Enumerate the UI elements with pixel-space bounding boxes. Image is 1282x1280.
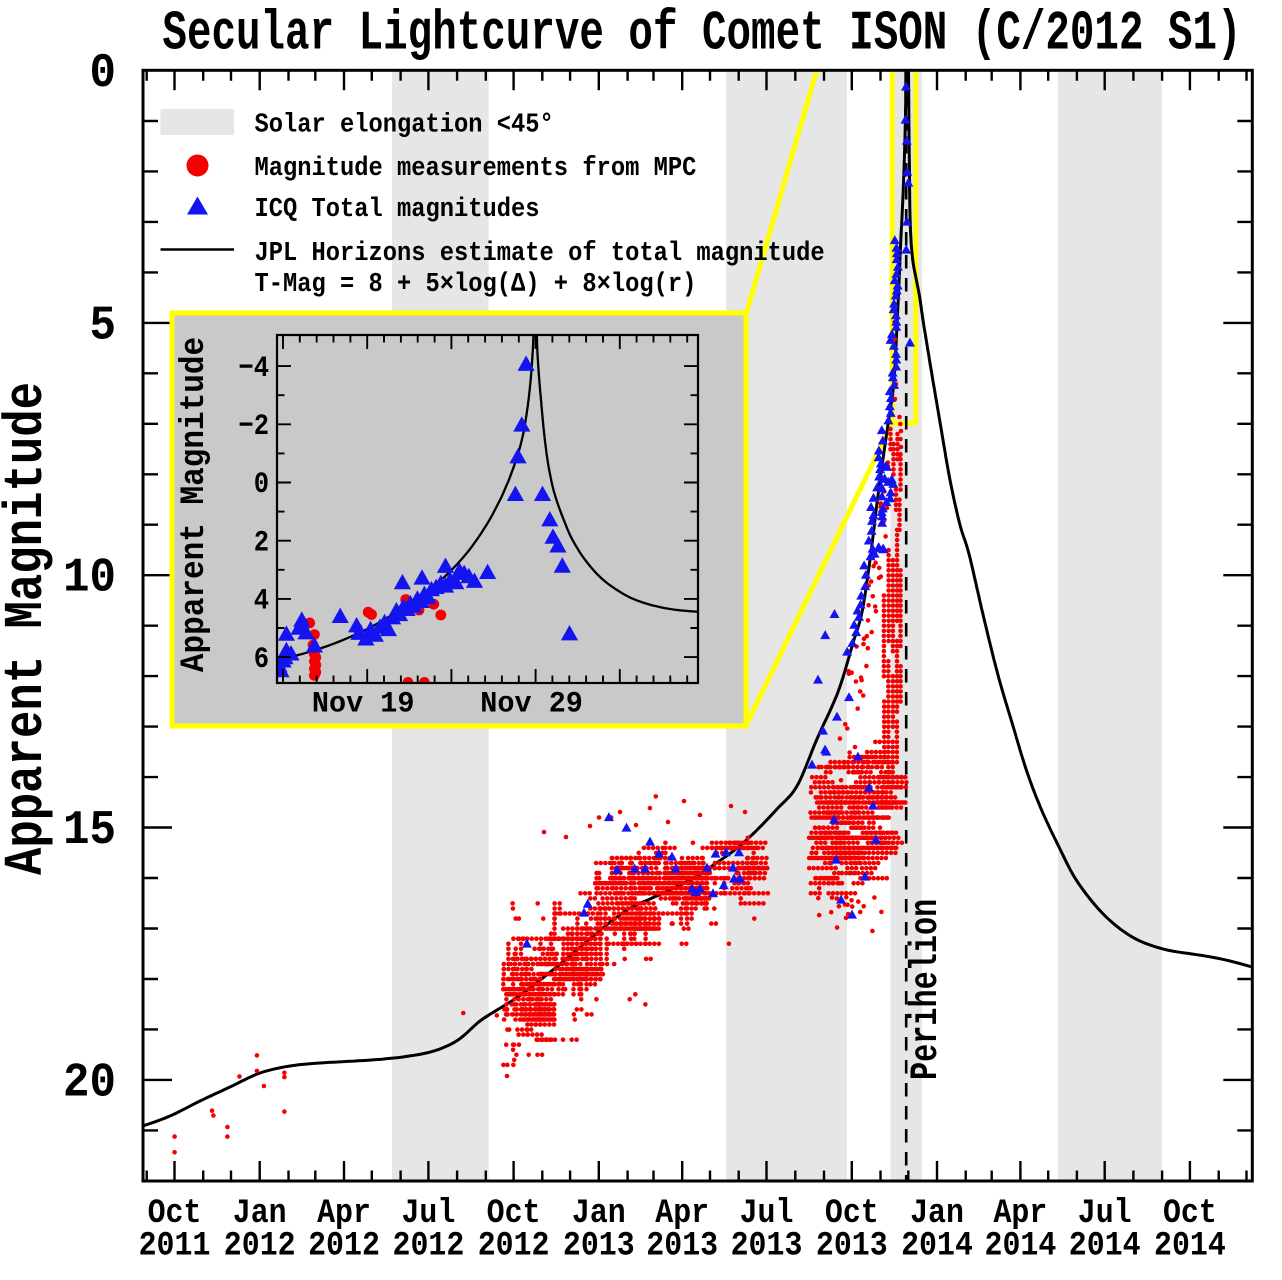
svg-text:Jul: Jul	[1078, 1193, 1132, 1232]
svg-text:0: 0	[254, 468, 269, 501]
svg-text:10: 10	[63, 551, 116, 605]
svg-text:2014: 2014	[901, 1226, 973, 1265]
svg-text:JPL Horizons estimate of total: JPL Horizons estimate of total magnitude	[255, 238, 825, 269]
svg-text:5: 5	[90, 299, 116, 353]
svg-text:Jul: Jul	[740, 1193, 794, 1232]
svg-text:Secular Lightcurve of Comet IS: Secular Lightcurve of Comet ISON (C/2012…	[162, 2, 1241, 66]
svg-text:2011: 2011	[139, 1226, 211, 1265]
svg-text:2012: 2012	[478, 1226, 550, 1265]
svg-text:4: 4	[254, 585, 269, 618]
svg-text:Jan: Jan	[233, 1193, 287, 1232]
svg-text:Solar elongation <45°: Solar elongation <45°	[255, 109, 554, 140]
svg-text:2013: 2013	[646, 1226, 718, 1265]
svg-text:Oct: Oct	[148, 1193, 202, 1232]
svg-text:Nov 29: Nov 29	[480, 687, 583, 721]
svg-text:15: 15	[63, 803, 116, 857]
svg-text:Apparent Magnitude: Apparent Magnitude	[0, 382, 58, 875]
svg-text:6: 6	[254, 643, 269, 676]
svg-text:Nov 19: Nov 19	[312, 687, 415, 721]
svg-text:20: 20	[63, 1056, 116, 1110]
svg-text:Apr: Apr	[317, 1193, 371, 1232]
svg-text:ICQ Total magnitudes: ICQ Total magnitudes	[255, 194, 540, 225]
svg-text:Jan: Jan	[910, 1193, 964, 1232]
svg-text:Oct: Oct	[487, 1193, 541, 1232]
svg-text:Apr: Apr	[993, 1193, 1047, 1232]
svg-text:2014: 2014	[1069, 1226, 1141, 1265]
svg-text:Magnitude measurements from MP: Magnitude measurements from MPC	[255, 153, 697, 184]
svg-text:2013: 2013	[731, 1226, 803, 1265]
svg-text:Apr: Apr	[655, 1193, 709, 1232]
svg-text:2012: 2012	[392, 1226, 464, 1265]
svg-text:T-Mag = 8 + 5×log(Δ) + 8×log(: T-Mag = 8 + 5×log(Δ) + 8×log(r)	[255, 269, 697, 300]
svg-text:−4: −4	[238, 352, 269, 385]
svg-text:2012: 2012	[224, 1226, 296, 1265]
svg-text:2014: 2014	[984, 1226, 1056, 1265]
svg-text:2014: 2014	[1154, 1226, 1226, 1265]
svg-text:0: 0	[90, 46, 116, 100]
svg-text:Jan: Jan	[572, 1193, 626, 1232]
svg-text:Jul: Jul	[401, 1193, 455, 1232]
svg-text:2012: 2012	[308, 1226, 380, 1265]
svg-text:Apparent Magnitude: Apparent Magnitude	[175, 337, 214, 672]
svg-text:Perihelion: Perihelion	[905, 899, 949, 1080]
svg-text:Oct: Oct	[1163, 1193, 1217, 1232]
svg-text:Oct: Oct	[825, 1193, 879, 1232]
svg-text:2013: 2013	[816, 1226, 888, 1265]
svg-text:2: 2	[254, 527, 269, 560]
svg-text:2013: 2013	[563, 1226, 635, 1265]
svg-text:−2: −2	[238, 410, 269, 443]
